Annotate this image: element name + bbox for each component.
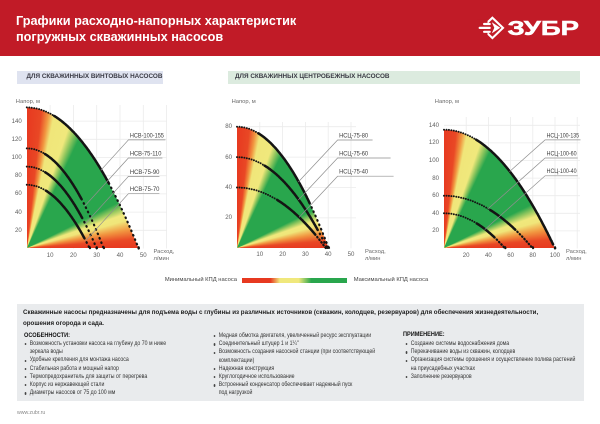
svg-text:НСВ-75-90: НСВ-75-90 — [130, 169, 160, 176]
svg-text:НСЦ-75-80: НСЦ-75-80 — [339, 132, 368, 139]
svg-text:НСЦ-75-60: НСЦ-75-60 — [339, 150, 368, 157]
svg-text:НСЦ-75-40: НСЦ-75-40 — [339, 169, 368, 176]
svg-text:НСЦ-100-135: НСЦ-100-135 — [547, 132, 580, 139]
svg-text:ЗУБР: ЗУБР — [508, 18, 580, 40]
svg-text:НСВ-75-110: НСВ-75-110 — [130, 150, 162, 157]
svg-text:НСВ-75-70: НСВ-75-70 — [130, 186, 160, 193]
svg-text:НСЦ-100-60: НСЦ-100-60 — [547, 150, 577, 157]
svg-text:НСЦ-100-40: НСЦ-100-40 — [547, 168, 577, 175]
svg-text:НСВ-100-155: НСВ-100-155 — [130, 132, 164, 139]
